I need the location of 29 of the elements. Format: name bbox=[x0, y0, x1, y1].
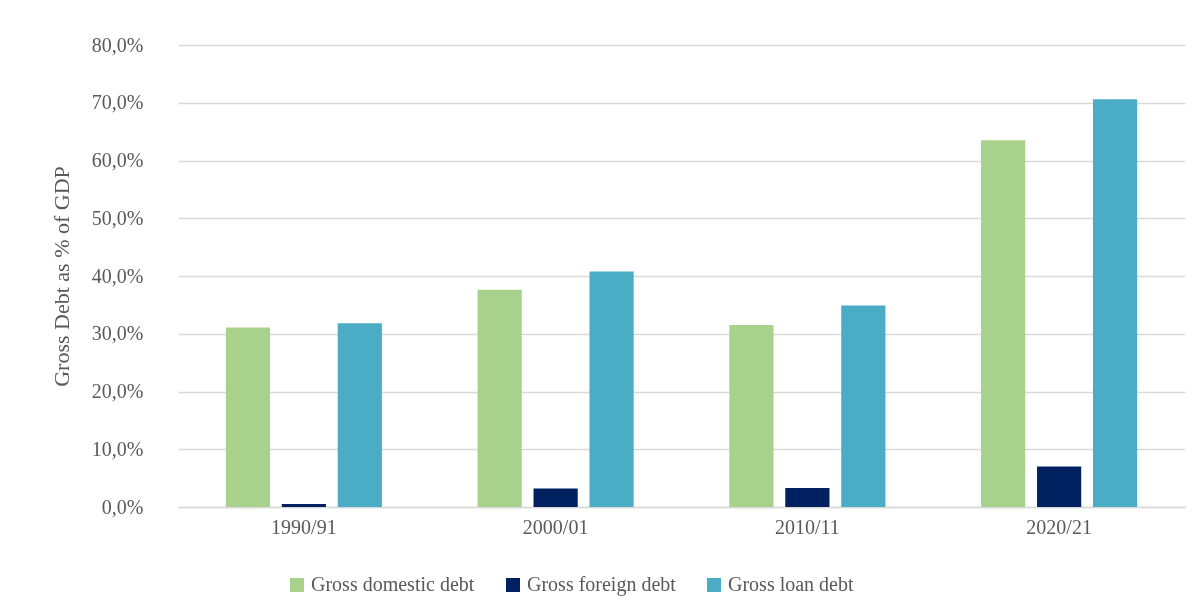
y-tick-label: 60,0% bbox=[91, 149, 144, 171]
bar bbox=[225, 327, 271, 507]
y-axis-title: Gross Debt as % of GDP bbox=[48, 166, 74, 387]
bar bbox=[477, 289, 522, 507]
bar bbox=[785, 487, 830, 507]
x-tick-label: 2020/21 bbox=[1026, 515, 1092, 538]
y-tick-label: 80,0% bbox=[91, 33, 144, 56]
y-tick-label: 70,0% bbox=[91, 91, 144, 114]
y-tick-label: 0,0% bbox=[101, 495, 144, 518]
bar bbox=[1037, 466, 1082, 507]
legend-label: Gross domestic debt bbox=[311, 573, 475, 595]
legend-label: Gross foreign debt bbox=[527, 573, 677, 596]
bar bbox=[533, 488, 578, 507]
y-tick-label: 40,0% bbox=[91, 264, 144, 287]
bar bbox=[981, 140, 1026, 507]
x-tick-label: 2000/01 bbox=[522, 515, 589, 538]
bar bbox=[337, 323, 382, 507]
y-tick-label: 30,0% bbox=[91, 322, 144, 345]
x-tick-label: 1990/91 bbox=[271, 515, 337, 538]
bar bbox=[589, 271, 634, 507]
y-tick-label: 20,0% bbox=[91, 380, 144, 402]
legend-label: Gross loan debt bbox=[728, 573, 854, 595]
x-tick-label: 2010/11 bbox=[774, 515, 840, 538]
y-tick-label: 50,0% bbox=[91, 206, 144, 229]
bar bbox=[1092, 99, 1138, 507]
bar bbox=[281, 504, 326, 507]
bar bbox=[729, 325, 774, 507]
y-tick-label: 10,0% bbox=[91, 437, 144, 460]
bar bbox=[841, 305, 886, 507]
